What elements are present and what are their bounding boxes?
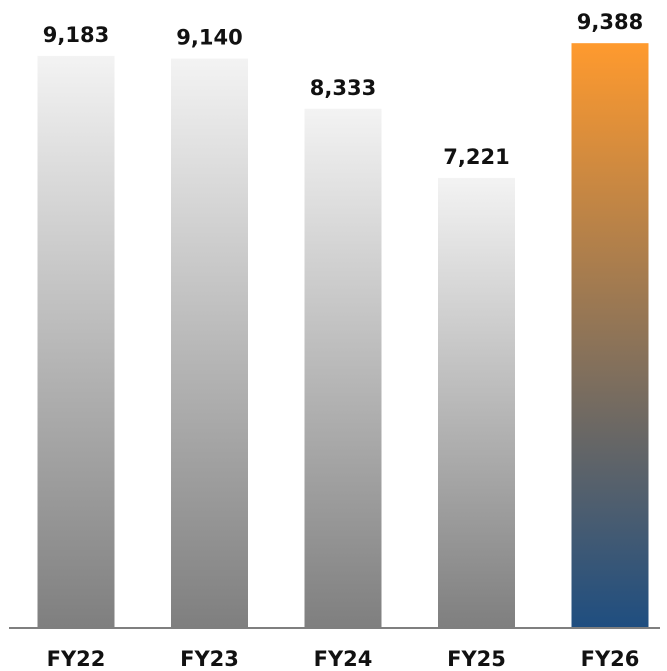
value-label-fy22: 9,183 <box>43 23 109 47</box>
bar-fy26 <box>571 43 649 627</box>
value-labels-group: 9,183 9,140 8,333 7,221 9,388 <box>43 10 643 169</box>
category-label-fy23: FY23 <box>180 647 239 671</box>
bar-fy22 <box>37 55 115 627</box>
bar-fy23 <box>171 58 248 627</box>
bars-group <box>37 43 649 627</box>
bar-fy25 <box>438 177 515 627</box>
category-labels-group: FY22 FY23 FY24 FY25 FY26 <box>47 647 640 671</box>
value-label-fy26: 9,388 <box>577 10 643 34</box>
bar-fy24 <box>304 108 382 627</box>
category-label-fy24: FY24 <box>314 647 373 671</box>
category-label-fy22: FY22 <box>47 647 106 671</box>
category-label-fy26: FY26 <box>581 647 640 671</box>
value-label-fy24: 8,333 <box>310 76 376 100</box>
value-label-fy25: 7,221 <box>443 145 509 169</box>
category-label-fy25: FY25 <box>447 647 506 671</box>
value-label-fy23: 9,140 <box>176 26 242 50</box>
